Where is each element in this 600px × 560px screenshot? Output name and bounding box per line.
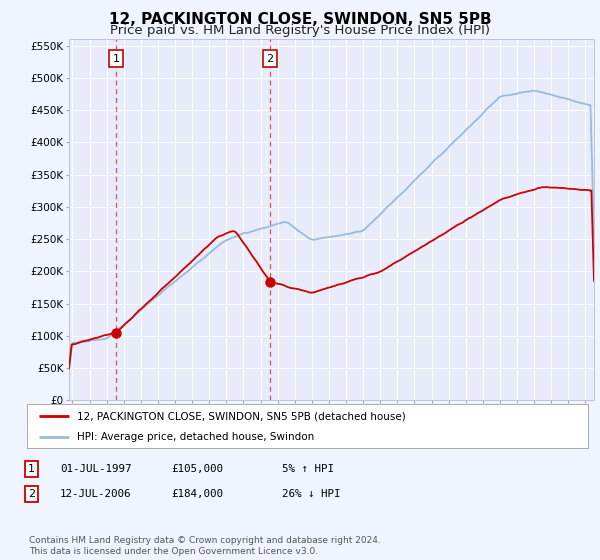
Text: 12-JUL-2006: 12-JUL-2006: [60, 489, 131, 499]
Text: 12, PACKINGTON CLOSE, SWINDON, SN5 5PB: 12, PACKINGTON CLOSE, SWINDON, SN5 5PB: [109, 12, 491, 27]
Text: 2: 2: [266, 54, 274, 63]
Text: 2: 2: [28, 489, 35, 499]
Text: 01-JUL-1997: 01-JUL-1997: [60, 464, 131, 474]
Text: 12, PACKINGTON CLOSE, SWINDON, SN5 5PB (detached house): 12, PACKINGTON CLOSE, SWINDON, SN5 5PB (…: [77, 411, 406, 421]
Text: Price paid vs. HM Land Registry's House Price Index (HPI): Price paid vs. HM Land Registry's House …: [110, 24, 490, 36]
Text: 5% ↑ HPI: 5% ↑ HPI: [282, 464, 334, 474]
Text: Contains HM Land Registry data © Crown copyright and database right 2024.
This d: Contains HM Land Registry data © Crown c…: [29, 536, 380, 556]
Text: 26% ↓ HPI: 26% ↓ HPI: [282, 489, 341, 499]
Text: 1: 1: [28, 464, 35, 474]
Text: £105,000: £105,000: [171, 464, 223, 474]
Text: £184,000: £184,000: [171, 489, 223, 499]
Text: 1: 1: [112, 54, 119, 63]
Text: HPI: Average price, detached house, Swindon: HPI: Average price, detached house, Swin…: [77, 432, 315, 442]
